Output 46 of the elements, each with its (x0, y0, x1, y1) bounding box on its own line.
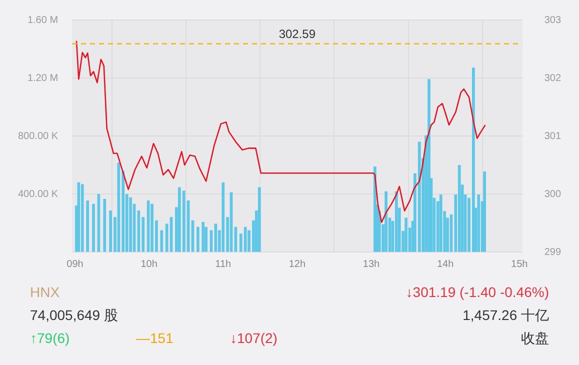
x-tick-label: 15h (511, 258, 528, 270)
text: —151 (136, 330, 174, 346)
x-tick-label: 13h (362, 258, 380, 270)
text: 1,457.26 十亿 (462, 307, 549, 325)
x-tick-label: 11h (215, 258, 232, 270)
bar (80, 184, 84, 252)
bar (428, 79, 430, 252)
y-tick-label: 400.00 K (18, 188, 58, 200)
bar (384, 191, 388, 252)
bar (182, 190, 186, 252)
bar (129, 197, 132, 252)
bar (477, 194, 480, 252)
bar (458, 164, 461, 252)
text: ↓107(2) (230, 330, 278, 346)
bar (404, 218, 408, 252)
bar (92, 204, 95, 252)
bar (202, 222, 205, 252)
y-tick-label: 1.60 M (27, 14, 58, 26)
bar (86, 200, 90, 252)
bar (439, 194, 442, 252)
bar (418, 142, 421, 252)
bar (258, 187, 261, 252)
x-tick-label: 12h (288, 258, 306, 270)
text: 74,005,649 股 (30, 307, 118, 325)
bar (196, 226, 200, 252)
y2-tick-label: 299 (544, 246, 562, 258)
y2-tick-label: 300 (544, 188, 562, 200)
x-tick-label: 14h (436, 258, 454, 270)
bar (160, 230, 164, 252)
y-tick-label: 800.00 K (18, 130, 58, 142)
bar (394, 191, 398, 252)
text: ↑79(6) (30, 330, 70, 346)
bar (103, 198, 106, 252)
y-tick-label: 1.20 M (27, 72, 58, 84)
bar (222, 182, 225, 252)
ref-line-label: 302.59 (278, 27, 316, 42)
y2-tick-label: 302 (544, 72, 562, 84)
text: 收盘 (521, 330, 549, 348)
x-tick-label: 10h (140, 258, 158, 270)
bar (244, 226, 247, 252)
y2-tick-label: 303 (544, 14, 562, 26)
text: HNX (30, 284, 60, 300)
x-tick-label: 09h (66, 258, 84, 270)
bar (483, 171, 486, 252)
text: ↓301.19 (-1.40 -0.46%) (406, 284, 549, 300)
y2-tick-label: 301 (544, 130, 562, 142)
